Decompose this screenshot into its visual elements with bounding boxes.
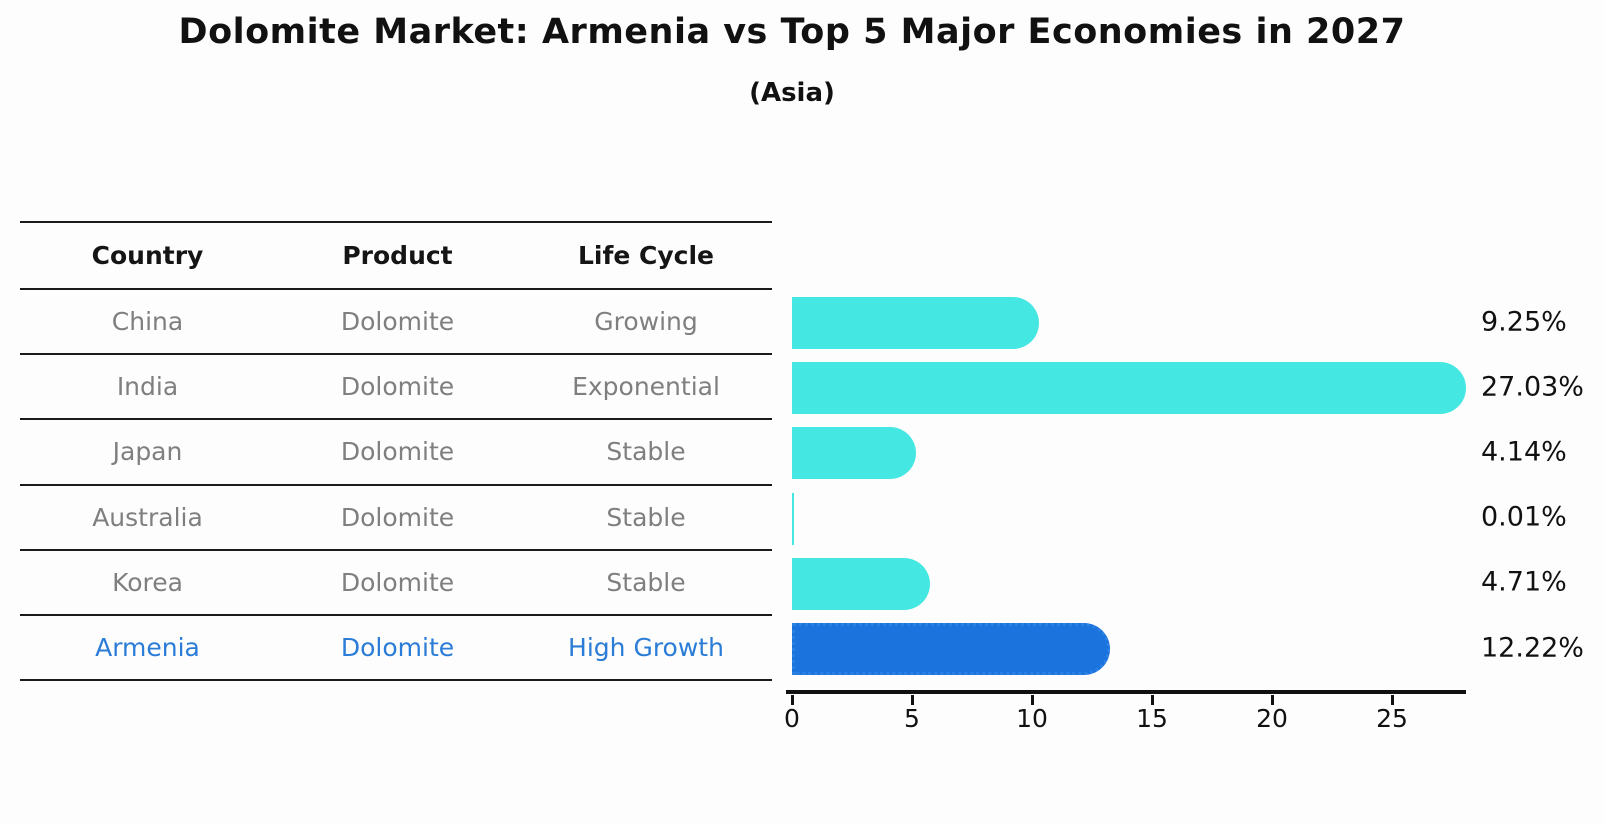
x-tick-label: 10 — [1016, 704, 1048, 733]
table-grid-line — [20, 679, 772, 681]
x-tick-label: 20 — [1256, 704, 1288, 733]
x-axis-line — [786, 690, 1466, 694]
cell-country: India — [116, 372, 179, 402]
chart-title: Dolomite Market: Armenia vs Top 5 Major … — [178, 12, 1406, 52]
bar-value-label: 4.71% — [1481, 566, 1567, 598]
cell-life-cycle: Stable — [606, 567, 686, 597]
cell-product: Dolomite — [340, 437, 455, 467]
x-tick-mark — [1151, 695, 1154, 705]
x-tick-mark — [911, 695, 914, 705]
cell-life-cycle: Stable — [606, 502, 686, 532]
bar-value-label: 4.14% — [1481, 436, 1567, 468]
cell-product: Dolomite — [340, 567, 455, 597]
table-row: Armenia Dolomite High Growth — [20, 615, 772, 680]
table-grid-line — [20, 484, 772, 486]
table-row: China Dolomite Growing — [20, 289, 772, 354]
col-header-life-cycle: Life Cycle — [577, 241, 715, 270]
bar-value-label: 12.22% — [1481, 632, 1584, 664]
table-grid-line — [20, 418, 772, 420]
cell-product: Dolomite — [340, 307, 455, 337]
cell-product: Dolomite — [340, 372, 455, 402]
cell-life-cycle: Stable — [606, 437, 686, 467]
table-row: Australia Dolomite Stable — [20, 485, 772, 550]
cell-product: Dolomite — [340, 633, 455, 663]
table-grid-line — [20, 288, 772, 290]
table-grid-line — [20, 614, 772, 616]
bar — [792, 362, 1466, 415]
col-header-country: Country — [91, 241, 204, 270]
bar-value-label: 27.03% — [1481, 371, 1584, 403]
bar — [792, 557, 930, 610]
cell-country: Korea — [112, 567, 183, 597]
table-grid-line — [20, 549, 772, 551]
x-tick-mark — [791, 695, 794, 705]
col-header-product: Product — [342, 241, 453, 270]
table-grid-line — [20, 353, 772, 355]
cell-country: Armenia — [95, 633, 200, 663]
bar — [792, 492, 794, 545]
bar — [792, 427, 917, 480]
x-tick-label: 0 — [784, 704, 800, 733]
cell-country: Australia — [92, 502, 203, 532]
bar — [792, 297, 1039, 349]
bar-value-label: 9.25% — [1481, 306, 1567, 338]
x-tick-mark — [1031, 695, 1034, 705]
cell-country: Japan — [112, 437, 183, 467]
cell-life-cycle: High Growth — [568, 633, 724, 663]
chart-subtitle: (Asia) — [749, 78, 835, 108]
x-tick-label: 5 — [904, 704, 920, 733]
table-row: India Dolomite Exponential — [20, 354, 772, 419]
x-tick-mark — [1271, 695, 1274, 705]
cell-country: China — [111, 307, 184, 337]
x-tick-label: 15 — [1136, 704, 1168, 733]
table-row: Japan Dolomite Stable — [20, 419, 772, 484]
cell-life-cycle: Exponential — [572, 372, 720, 402]
table-grid-line — [20, 221, 772, 223]
cell-life-cycle: Growing — [594, 307, 698, 337]
table-header-row: Country Product Life Cycle — [20, 222, 772, 289]
table-row: Korea Dolomite Stable — [20, 550, 772, 615]
x-tick-mark — [1391, 695, 1394, 705]
bar-value-label: 0.01% — [1481, 501, 1567, 533]
x-tick-label: 25 — [1376, 704, 1408, 733]
cell-product: Dolomite — [340, 502, 455, 532]
bar — [792, 623, 1111, 675]
